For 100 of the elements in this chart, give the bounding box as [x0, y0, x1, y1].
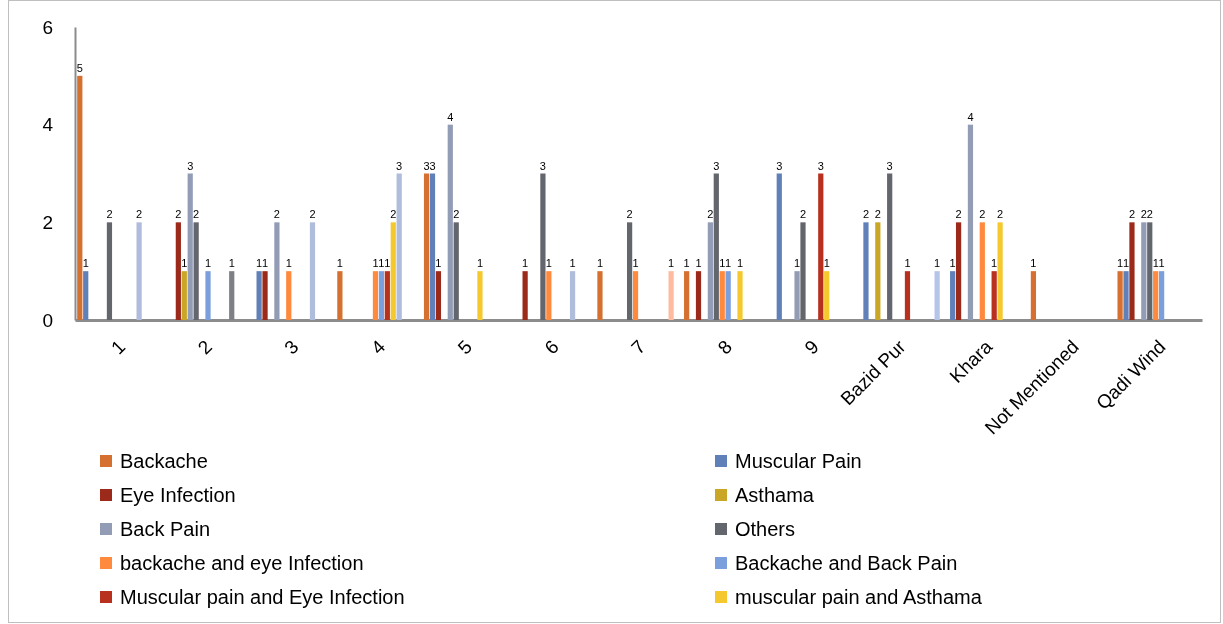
data-label: 1 — [695, 257, 702, 270]
data-label: 1 — [82, 257, 89, 270]
data-label: 3 — [886, 159, 893, 172]
data-label: 1 — [228, 257, 235, 270]
bar — [136, 222, 142, 320]
bar — [1129, 222, 1135, 320]
bar — [372, 271, 379, 320]
bar — [1159, 271, 1165, 320]
data-label: 3 — [776, 159, 783, 172]
x-tick-label: 4 — [367, 335, 390, 359]
data-label: 3 — [713, 159, 720, 172]
legend-label: Backache and Back Pain — [735, 552, 958, 574]
bar — [429, 173, 436, 320]
data-label: 2 — [136, 208, 143, 221]
bar — [668, 271, 674, 320]
bar — [106, 222, 113, 320]
bar — [546, 271, 552, 320]
bar — [800, 222, 806, 320]
bar — [1141, 222, 1147, 320]
data-label: 3 — [187, 159, 194, 172]
data-label: 1 — [285, 257, 292, 270]
bar — [626, 222, 633, 320]
bar — [390, 222, 396, 320]
data-label: 2 — [193, 208, 200, 221]
data-label: 2 — [707, 208, 714, 221]
x-tick-label: 7 — [627, 336, 650, 359]
bar — [719, 271, 725, 320]
data-label: 1 — [904, 257, 911, 270]
data-label: 4 — [967, 110, 974, 123]
data-label: 1 — [823, 257, 830, 270]
legend-label: backache and eye Infection — [120, 552, 364, 574]
bar — [713, 173, 719, 320]
data-label: 2 — [309, 208, 316, 221]
y-tick-label: 4 — [42, 114, 54, 136]
data-label: 1 — [596, 257, 604, 270]
bar — [950, 271, 956, 320]
data-label: 1 — [1152, 257, 1159, 270]
data-label: 4 — [447, 110, 454, 123]
data-label: 3 — [817, 159, 824, 172]
bar — [875, 222, 881, 320]
data-label: 1 — [384, 257, 391, 270]
data-label: 2 — [175, 208, 182, 221]
bar — [286, 271, 292, 320]
data-label: 1 — [1158, 257, 1165, 270]
bar — [175, 222, 181, 320]
data-label: 3 — [429, 159, 436, 172]
data-label: 3 — [539, 159, 546, 172]
y-tick-label: 2 — [42, 211, 53, 233]
legend-label: Back Pain — [120, 518, 211, 540]
x-tick-label: 2 — [193, 336, 216, 359]
data-label: 2 — [390, 208, 397, 221]
data-label: 2 — [626, 208, 633, 221]
bar — [396, 173, 402, 320]
data-label: 1 — [683, 257, 690, 270]
data-label: 1 — [934, 257, 941, 270]
bar — [967, 124, 974, 320]
bar — [632, 271, 639, 320]
bar — [447, 124, 453, 320]
data-label: 2 — [453, 208, 460, 221]
x-tick-label: 8 — [713, 336, 737, 359]
bar — [378, 271, 384, 320]
bar — [818, 173, 824, 320]
data-label: 1 — [793, 257, 801, 270]
bar — [384, 271, 390, 320]
data-label: 2 — [997, 208, 1004, 221]
legend-label: muscular pain and Asthama — [735, 586, 983, 608]
data-label: 2 — [979, 208, 986, 221]
data-label: 1 — [181, 257, 188, 270]
bar — [934, 271, 940, 320]
bar — [1030, 271, 1037, 320]
bar — [435, 271, 442, 320]
bar — [991, 271, 997, 320]
bar — [187, 173, 193, 320]
data-label: 1 — [1122, 257, 1130, 270]
data-label: 2 — [106, 208, 113, 221]
bar — [824, 271, 830, 320]
data-label: 1 — [991, 257, 998, 270]
data-label: 1 — [336, 257, 343, 270]
bar — [1117, 271, 1123, 320]
data-label: 2 — [955, 208, 962, 221]
bar — [229, 271, 235, 320]
bar — [1153, 271, 1159, 320]
bar — [979, 222, 985, 320]
bar — [569, 271, 576, 320]
data-label: 2 — [862, 208, 870, 221]
x-tick-label: 9 — [800, 336, 823, 359]
x-tick-label: 3 — [280, 336, 303, 359]
data-label: 1 — [261, 257, 269, 270]
data-label: 1 — [545, 257, 552, 270]
bar — [540, 173, 546, 320]
bar — [262, 271, 268, 320]
data-label: 2 — [1146, 208, 1153, 221]
bar — [77, 75, 83, 320]
bar — [904, 271, 911, 320]
legend-label: Eye Infection — [120, 484, 236, 506]
bar — [309, 222, 316, 320]
bar — [597, 271, 603, 320]
y-tick-label: 0 — [42, 309, 53, 331]
bar — [256, 271, 262, 320]
bar — [794, 271, 800, 320]
